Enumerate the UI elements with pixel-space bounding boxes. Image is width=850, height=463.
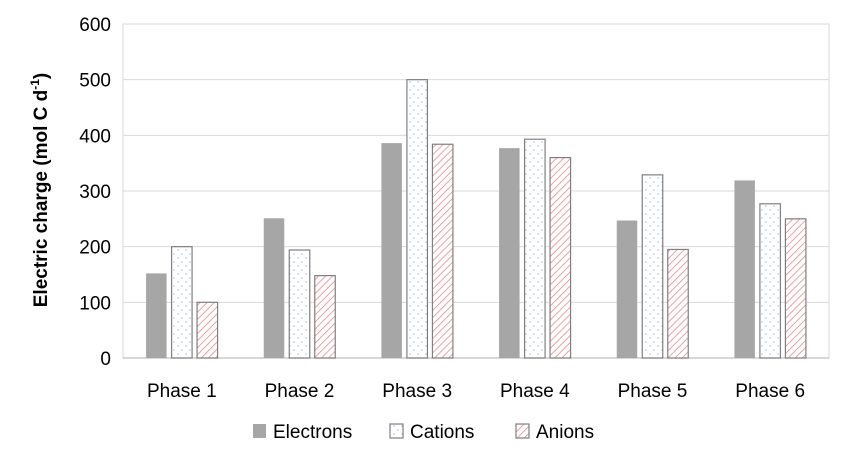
legend-swatch-electrons <box>253 424 266 438</box>
y-tick-label: 400 <box>79 126 111 147</box>
bar-electrons-3 <box>381 143 402 358</box>
x-tick-label: Phase 4 <box>500 381 570 402</box>
bar-electrons-2 <box>263 218 285 358</box>
bar-cations-1 <box>170 246 193 359</box>
y-tick-label: 300 <box>79 182 111 203</box>
bar-cations-4 <box>523 138 546 359</box>
bar-anions-5 <box>667 248 689 359</box>
bar-electrons-6 <box>734 180 755 358</box>
y-tick-label: 200 <box>79 238 111 259</box>
y-axis-title: Electric charge (mol C d-1) <box>28 73 52 308</box>
x-tick-label: Phase 1 <box>147 381 217 402</box>
legend-label-electrons: Electrons <box>273 422 352 443</box>
bar-anions-3 <box>431 143 454 359</box>
bar-cations-2 <box>288 249 311 359</box>
legend-label-cations: Cations <box>410 422 474 443</box>
bars <box>146 79 807 359</box>
x-tick-label: Phase 2 <box>265 381 335 402</box>
y-tick-label: 0 <box>100 349 111 370</box>
bar-anions-2 <box>314 275 336 359</box>
bar-cations-6 <box>759 203 782 359</box>
legend-swatch-anions <box>515 423 530 439</box>
bar-anions-6 <box>784 218 807 359</box>
x-tick-label: Phase 5 <box>618 381 688 402</box>
bar-electrons-4 <box>499 148 520 358</box>
legend-label-anions: Anions <box>536 422 594 443</box>
x-axis-ticks: Phase 1 Phase 2 Phase 3 Phase 4 Phase 5 Phase… <box>147 381 805 402</box>
gridlines <box>123 23 829 303</box>
x-tick-label: Phase 3 <box>382 381 452 402</box>
bar-electrons-1 <box>146 273 167 358</box>
bar-cations-5 <box>641 174 664 359</box>
bar-anions-1 <box>196 301 219 359</box>
legend: Electrons Cations Anions <box>253 422 594 443</box>
bar-electrons-5 <box>616 220 638 358</box>
y-tick-label: 600 <box>79 15 111 36</box>
y-axis-ticks: 0 100 200 300 400 500 600 <box>79 15 111 370</box>
bar-cations-3 <box>406 79 429 359</box>
y-tick-label: 500 <box>79 71 111 92</box>
x-tick-label: Phase 6 <box>735 381 805 402</box>
plot-area <box>122 23 830 359</box>
bar-anions-4 <box>549 157 572 359</box>
legend-swatch-cations <box>389 423 404 439</box>
y-tick-label: 100 <box>79 293 111 314</box>
